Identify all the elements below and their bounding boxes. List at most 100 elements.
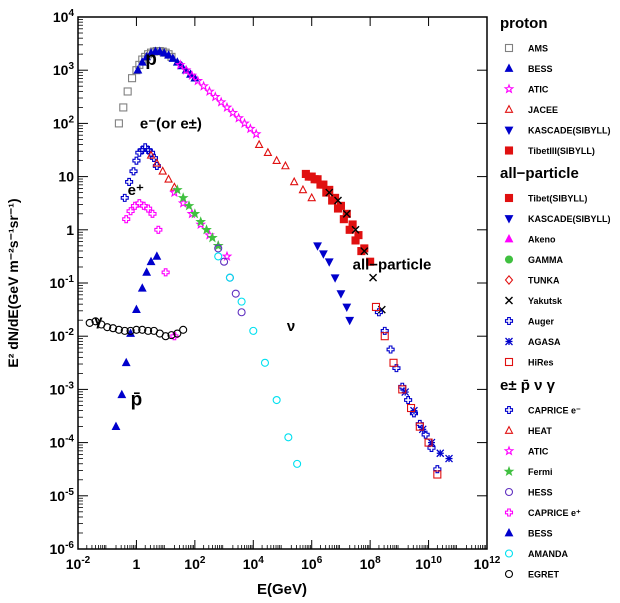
legend-marker (504, 43, 514, 53)
marker-shape (215, 96, 227, 107)
data-point (127, 74, 137, 83)
marker-shape (404, 395, 413, 405)
data-point (146, 256, 156, 266)
legend-marker (505, 337, 513, 346)
marker-shape (424, 438, 433, 447)
legend-marker (504, 146, 514, 155)
marker-shape (504, 316, 514, 326)
marker-shape (103, 323, 112, 332)
marker-shape (195, 218, 207, 230)
data-point (161, 268, 170, 277)
legend-label: TibetIII(SIBYLL) (528, 146, 595, 156)
marker-shape (504, 274, 514, 286)
x-tick-label: 10-2 (66, 555, 91, 572)
data-point (220, 257, 229, 266)
x-tick-label: 106 (301, 555, 323, 572)
legend-label: AMS (528, 44, 548, 54)
marker-shape (342, 209, 351, 218)
marker-shape (324, 258, 334, 267)
marker-shape (504, 215, 514, 224)
marker-shape (319, 180, 328, 189)
legend-marker (505, 296, 513, 305)
y-tick-label: 10-4 (50, 434, 75, 451)
data-series (254, 139, 317, 202)
marker-shape (504, 549, 514, 558)
legend-label: Yakutsk (528, 296, 563, 306)
legend-item: BESS (504, 63, 553, 74)
data-point (214, 244, 223, 253)
legend-item: JACEE (504, 104, 558, 115)
data-point (152, 158, 162, 167)
marker-shape (504, 487, 514, 497)
legend-label: Akeno (528, 235, 556, 245)
marker-shape (284, 433, 293, 442)
y-tick-label: 10-2 (50, 327, 75, 344)
marker-shape (168, 53, 178, 62)
legend-label: ATIC (528, 85, 549, 95)
legend-item: AMS (504, 43, 548, 54)
marker-shape (421, 430, 430, 439)
marker-shape (144, 326, 153, 335)
marker-shape (239, 117, 250, 128)
marker-shape (503, 445, 515, 456)
data-point (158, 166, 168, 175)
data-point (336, 201, 345, 210)
marker-shape (342, 303, 352, 312)
data-series (171, 184, 224, 251)
data-point (330, 274, 340, 283)
data-series (313, 242, 355, 326)
marker-shape (386, 345, 395, 354)
data-point (272, 155, 282, 164)
legend-item: ATIC (503, 83, 549, 95)
y-tick-label: 1 (66, 222, 74, 238)
data-point (398, 385, 407, 394)
data-point (154, 225, 163, 234)
y-tick-label: 104 (53, 8, 75, 25)
annotation-label: all−particle (353, 257, 432, 274)
data-point (123, 87, 132, 96)
marker-shape (336, 290, 346, 299)
legend-item: HESS (504, 487, 553, 498)
legend-label: Fermi (528, 467, 553, 477)
marker-shape (127, 74, 137, 83)
legend-label: AMANDA (528, 549, 568, 559)
marker-shape (126, 326, 135, 335)
data-point (380, 326, 389, 335)
legend-item: CAPRICE e⁻ (504, 406, 581, 416)
y-tick-label: 102 (53, 114, 75, 131)
marker-shape (121, 357, 131, 367)
marker-shape (192, 75, 204, 86)
legend-marker (504, 527, 514, 537)
data-point (204, 85, 215, 97)
legend-item: AMANDA (504, 549, 568, 559)
legend-label: BESS (528, 64, 553, 74)
marker-shape (377, 305, 386, 314)
legend-label: KASCADE(SIBYLL) (528, 214, 611, 224)
data-series (371, 302, 442, 479)
marker-shape (313, 175, 322, 184)
data-point (138, 325, 147, 334)
marker-shape (120, 193, 129, 202)
marker-shape (189, 208, 201, 219)
data-point (237, 308, 246, 317)
legend-group: all−particle Tibet(SIBYLL) KASCADE(SIBYLL)… (500, 165, 611, 368)
data-point (313, 242, 322, 251)
legend-label: KASCADE(SIBYLL) (528, 126, 611, 136)
marker-shape (146, 150, 156, 159)
legend-group-title: all−particle (500, 165, 579, 182)
legend-marker (503, 465, 515, 477)
data-point (418, 425, 427, 434)
data-point (221, 101, 233, 112)
data-point (366, 257, 375, 266)
data-point (436, 449, 445, 458)
data-point (186, 69, 198, 81)
marker-shape (398, 385, 407, 394)
data-point (189, 208, 201, 219)
marker-shape (179, 325, 188, 334)
marker-shape (221, 250, 233, 261)
marker-shape (129, 167, 138, 176)
data-series (111, 251, 162, 430)
legend-item: KASCADE(SIBYLL) (504, 126, 611, 136)
data-point (249, 326, 258, 335)
